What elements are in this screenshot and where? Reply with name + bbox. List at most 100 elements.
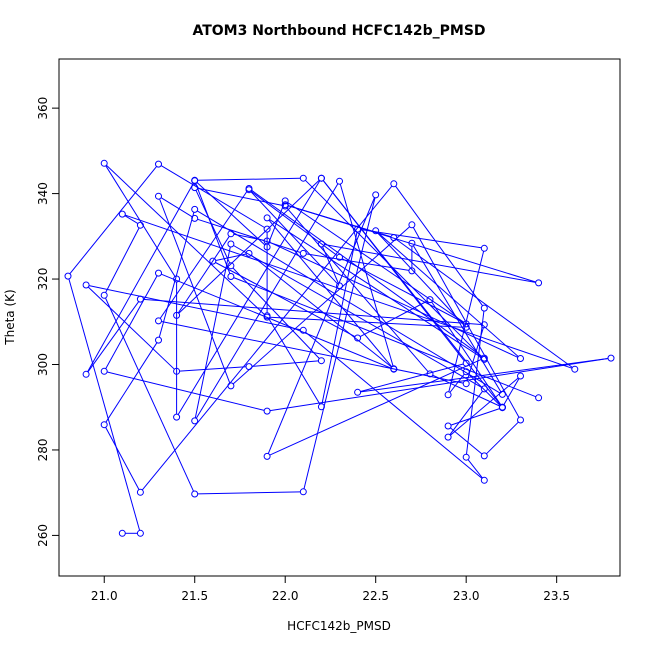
series-segment: [197, 177, 301, 181]
data-point: [227, 382, 235, 390]
series-segment: [107, 371, 265, 411]
x-axis-title: HCFC142b_PMSD: [287, 619, 391, 633]
series-segment: [360, 229, 482, 249]
data-point: [191, 184, 199, 192]
series-segment: [450, 427, 483, 455]
series-segment: [466, 327, 484, 382]
y-tick-label: 320: [36, 268, 50, 291]
data-point: [480, 321, 488, 329]
series-segment: [269, 241, 518, 358]
series-segment: [233, 277, 536, 398]
series-segment: [196, 182, 266, 246]
data-point: [263, 243, 271, 251]
data-point: [191, 177, 199, 185]
series-segment: [161, 321, 464, 384]
data-point: [173, 367, 181, 375]
series-segment: [359, 300, 428, 338]
data-point: [136, 295, 144, 303]
series-segment: [269, 358, 482, 456]
data-point: [517, 355, 524, 362]
data-point: [390, 365, 398, 373]
y-tick-label: 360: [36, 97, 50, 120]
data-point: [408, 221, 416, 229]
data-point: [281, 201, 289, 209]
data-point: [191, 205, 199, 213]
series-segment: [251, 189, 483, 357]
series-segment: [341, 258, 464, 323]
data-point: [299, 326, 307, 334]
data-point: [100, 367, 108, 375]
data-point: [263, 407, 271, 415]
series-segment: [160, 197, 193, 218]
series-segment: [195, 183, 339, 419]
data-point: [191, 490, 199, 498]
series-segment: [251, 360, 319, 367]
data-point: [263, 225, 271, 233]
series-segment: [467, 459, 483, 479]
data-point: [227, 240, 235, 248]
data-point: [480, 385, 488, 393]
series-segment: [377, 232, 465, 326]
series-segment: [305, 331, 483, 479]
data-point: [191, 214, 199, 222]
series-segment: [267, 197, 375, 454]
series-segment: [269, 219, 483, 359]
data-point: [354, 388, 362, 396]
series-segment: [287, 202, 464, 323]
y-tick-label: 280: [36, 439, 50, 462]
data-point: [480, 304, 488, 312]
data-point: [462, 359, 470, 367]
series-segment: [287, 205, 392, 238]
data-point: [462, 368, 470, 376]
series-segment: [88, 285, 301, 331]
data-point: [571, 365, 579, 373]
data-point: [136, 529, 144, 537]
data-point: [480, 476, 488, 484]
series-segment: [215, 262, 356, 338]
series-segment: [360, 363, 464, 392]
series-segment: [87, 183, 194, 372]
series-segment: [178, 179, 320, 314]
data-point: [354, 334, 362, 342]
data-point: [498, 390, 506, 398]
series-segment: [268, 318, 321, 405]
x-tick-label: 21.5: [181, 589, 208, 603]
data-point: [517, 372, 524, 380]
x-tick-label: 22.0: [272, 589, 299, 603]
series-segment: [105, 342, 158, 423]
series-segment: [105, 275, 158, 369]
series-segment: [339, 183, 394, 367]
data-point: [480, 354, 488, 362]
series-segment: [69, 166, 157, 275]
series-segment: [267, 203, 285, 245]
data-point: [517, 416, 524, 424]
x-tick-label: 22.5: [362, 589, 389, 603]
series-segment: [124, 215, 139, 225]
y-tick-label: 300: [36, 353, 50, 376]
series-segment: [68, 278, 141, 531]
data-point: [100, 159, 108, 167]
series-segment: [377, 232, 519, 357]
data-point: [263, 452, 271, 460]
series-segment: [105, 297, 194, 492]
data-point: [245, 249, 253, 257]
series-segment: [105, 165, 176, 277]
data-point: [227, 230, 235, 238]
series-segment: [322, 246, 339, 284]
y-tick-label: 260: [36, 524, 50, 547]
data-point: [136, 221, 144, 229]
data-point: [299, 488, 307, 496]
series-segment: [412, 227, 520, 418]
data-point: [354, 225, 362, 233]
series-segment: [105, 427, 140, 490]
series-segment: [161, 273, 392, 369]
data-point: [317, 174, 325, 182]
data-point: [136, 488, 144, 496]
data-point: [607, 354, 615, 362]
series-segment: [449, 373, 465, 393]
series-segment: [431, 301, 502, 405]
y-axis-title: Theta (K): [3, 289, 17, 345]
data-point: [299, 174, 307, 182]
data-point: [317, 240, 325, 248]
series-segment: [268, 219, 393, 368]
